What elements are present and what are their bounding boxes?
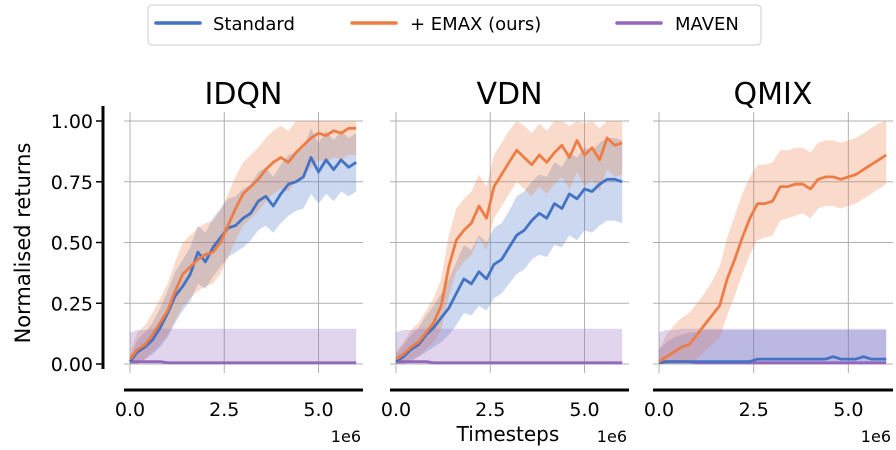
legend-label-standard: Standard [213, 14, 295, 35]
x-tick-label: 0.0 [115, 399, 145, 421]
panel-vdn: VDN 0.0 2.5 5.0 1e6 [381, 77, 629, 446]
legend-label-emax-ours: + EMAX (ours) [410, 14, 541, 35]
band-standard [659, 330, 887, 364]
y-tick-label: 0.50 [51, 233, 93, 255]
x-tick-label: 0.0 [381, 399, 411, 421]
legend-frame [147, 4, 762, 46]
line-emax-ours [128, 126, 357, 360]
x-axis-label: Timesteps [456, 422, 560, 446]
band-emax-ours [396, 121, 623, 364]
band-emax-ours [659, 121, 887, 364]
x-tick-label: 5.0 [833, 399, 863, 421]
line-emax-ours [658, 153, 887, 363]
band-maven [130, 328, 357, 364]
panel-title-vdn: VDN [476, 77, 542, 112]
x-axis-multiplier: 1e6 [861, 427, 891, 446]
legend: Standard + EMAX (ours) MAVEN [147, 4, 762, 46]
x-tick-label: 2.5 [475, 399, 505, 421]
line-emax-ours [395, 136, 623, 361]
x-axis-multiplier: 1e6 [331, 427, 361, 446]
panel-title-idqn: IDQN [204, 77, 282, 112]
chart-panels: IDQN 0.0 2.5 5.0 1e6 0.00 0.25 0.50 0.75 1.00 VDN 0… [51, 77, 893, 446]
x-tick-label: 2.5 [739, 399, 769, 421]
band-standard [396, 138, 623, 364]
band-maven [659, 328, 887, 364]
line-maven [396, 360, 623, 365]
y-tick-label: 1.00 [51, 111, 93, 133]
y-tick-label: 0.75 [51, 172, 93, 194]
x-tick-label: 0.0 [644, 399, 674, 421]
x-axis-multiplier: 1e6 [597, 427, 627, 446]
y-tick-label: 0.25 [51, 293, 93, 315]
y-tick-label: 0.00 [51, 354, 93, 376]
x-tick-label: 2.5 [209, 399, 239, 421]
legend-label-maven: MAVEN [675, 14, 739, 35]
band-standard [130, 128, 357, 364]
line-standard [658, 355, 887, 365]
x-tick-label: 5.0 [569, 399, 599, 421]
band-maven [396, 328, 623, 364]
panel-idqn: IDQN 0.0 2.5 5.0 1e6 0.00 0.25 0.50 0.75 1.00 [51, 77, 363, 446]
line-maven [130, 360, 357, 365]
line-standard [395, 177, 623, 363]
x-tick-label: 5.0 [303, 399, 333, 421]
panel-title-qmix: QMIX [734, 77, 813, 112]
y-axis-label: Normalised returns [11, 143, 35, 344]
panel-qmix: QMIX 0.0 2.5 5.0 1e6 [644, 77, 893, 446]
